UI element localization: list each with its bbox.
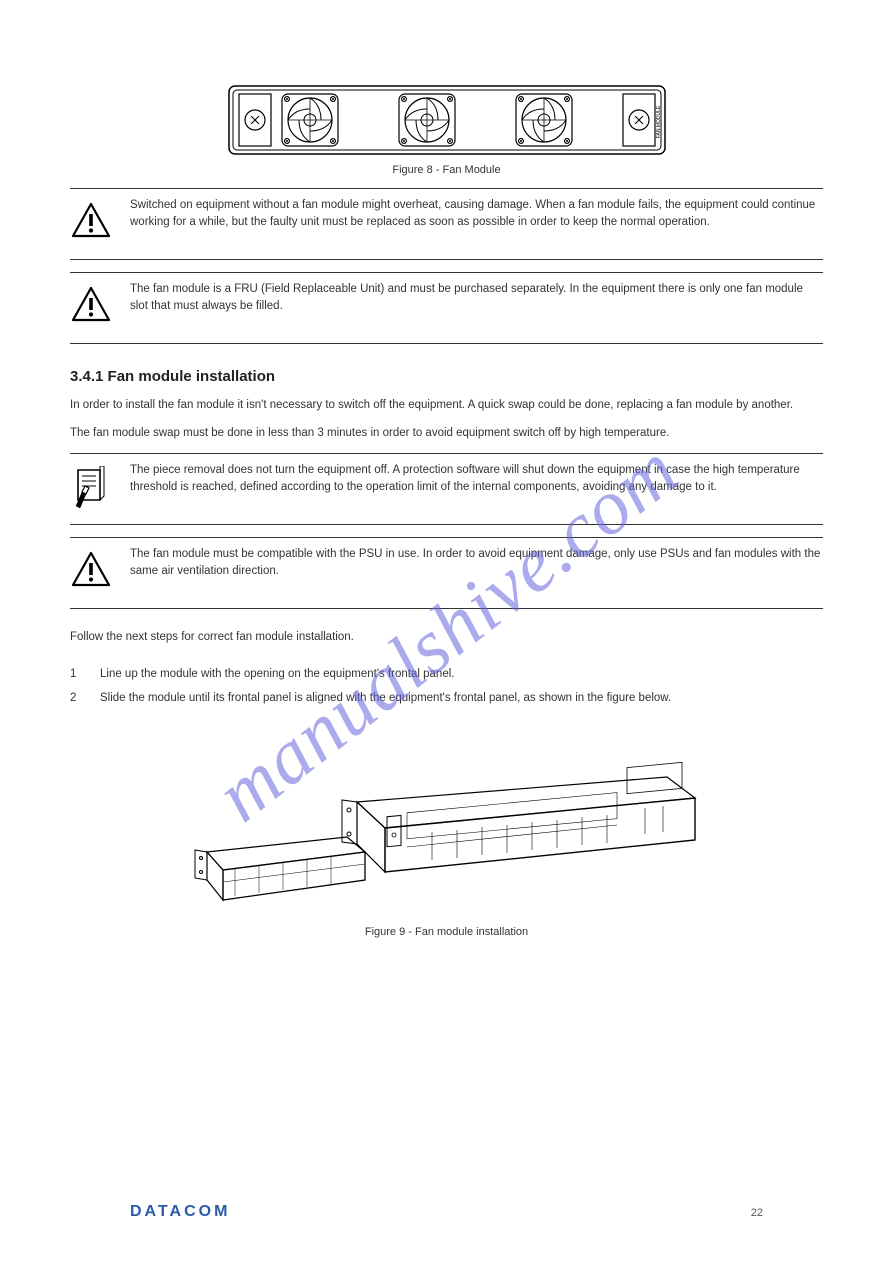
note-block-1: The piece removal does not turn the equi…	[70, 454, 823, 524]
steps-intro: Follow the next steps for correct fan mo…	[70, 629, 823, 647]
notice-block-2: The fan module is a FRU (Field Replaceab…	[70, 273, 823, 343]
rule-8	[70, 608, 823, 609]
fan-module-svg: FAN MODULE	[227, 80, 667, 160]
section-swap: The fan module swap must be done in less…	[70, 425, 823, 443]
notice-2-text: The fan module is a FRU (Field Replaceab…	[120, 281, 823, 316]
figure-8-image: FAN MODULE	[70, 80, 823, 160]
warning-icon	[70, 281, 120, 323]
figure-9-image	[70, 732, 823, 922]
step-text: Line up the module with the opening on t…	[100, 666, 823, 684]
section-heading: 3.4.1 Fan module installation	[70, 368, 823, 385]
note-1-text: The piece removal does not turn the equi…	[120, 462, 823, 497]
section-intro: In order to install the fan module it is…	[70, 397, 823, 415]
warning-icon	[70, 197, 120, 239]
note-icon	[70, 462, 120, 508]
rule-4	[70, 343, 823, 344]
figure-8-label: Figure 8 -	[392, 164, 439, 176]
notice-3-text: The fan module must be compatible with t…	[120, 546, 823, 581]
step-text: Slide the module until its frontal panel…	[100, 690, 823, 708]
notice-block-3: The fan module must be compatible with t…	[70, 538, 823, 608]
footer-logo: DATACOM	[130, 1203, 230, 1221]
step-item: 2 Slide the module until its frontal pan…	[70, 690, 823, 708]
notice-1-text: Switched on equipment without a fan modu…	[120, 197, 823, 232]
figure-9-suffix: Fan module installation	[415, 926, 528, 938]
page-container: FAN MODULE	[0, 0, 893, 1263]
figure-9-label: Figure 9 -	[365, 926, 412, 938]
notice-block-1: Switched on equipment without a fan modu…	[70, 189, 823, 259]
steps-list: 1 Line up the module with the opening on…	[70, 666, 823, 708]
device-install-svg	[187, 732, 707, 922]
figure-8-suffix: Fan Module	[443, 164, 501, 176]
step-item: 1 Line up the module with the opening on…	[70, 666, 823, 684]
page-number: 22	[751, 1207, 763, 1219]
step-number: 1	[70, 666, 100, 684]
step-number: 2	[70, 690, 100, 708]
warning-icon	[70, 546, 120, 588]
figure-8-caption: Figure 8 - Fan Module	[70, 164, 823, 176]
svg-text:FAN MODULE: FAN MODULE	[656, 105, 662, 138]
figure-9-caption: Figure 9 - Fan module installation	[70, 926, 823, 938]
